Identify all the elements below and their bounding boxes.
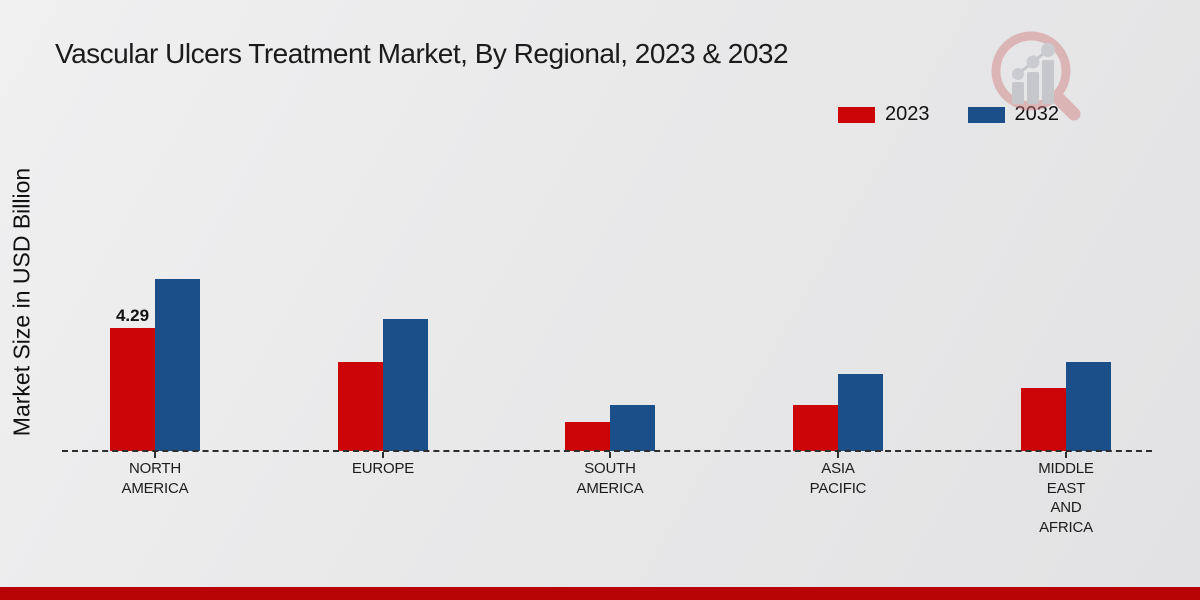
x-axis-line — [62, 450, 1152, 452]
bar-2032-middle-east-and-africa — [1066, 362, 1111, 451]
bar-chart-magnifier-logo-icon — [991, 31, 1081, 121]
bar-value-label: 4.29 — [115, 306, 150, 325]
bar-2023-north-america — [110, 328, 155, 451]
bar-2023-asia-pacific — [793, 405, 838, 451]
legend-item-2023: 2023 — [838, 103, 930, 126]
bottom-accent-bar — [0, 587, 1200, 600]
bar-2032-asia-pacific — [838, 374, 883, 451]
legend-label-2032: 2032 — [1014, 103, 1060, 125]
axis-tick — [609, 452, 611, 458]
axis-tick — [382, 452, 384, 458]
bar-2032-south-america — [610, 405, 655, 451]
legend-swatch-2023 — [838, 106, 875, 123]
legend-label-2023: 2023 — [885, 103, 930, 125]
category-label-north-america: NORTH AMERICA — [121, 460, 189, 497]
axis-tick — [1065, 452, 1067, 458]
bar-2032-europe — [383, 319, 428, 451]
bar-2023-europe — [338, 362, 383, 451]
category-label-middle-east-and-africa: MIDDLE EAST AND AFRICA — [1038, 460, 1094, 536]
axis-tick — [837, 452, 839, 458]
bar-2023-south-america — [565, 422, 610, 451]
chart-title: Vascular Ulcers Treatment Market, By Reg… — [55, 38, 789, 69]
category-label-south-america: SOUTH AMERICA — [576, 460, 644, 497]
bar-2023-middle-east-and-africa — [1021, 388, 1066, 451]
legend-item-2032: 2032 — [967, 103, 1060, 126]
axis-tick — [154, 452, 156, 458]
bar-2032-north-america — [155, 279, 200, 451]
category-label-asia-pacific: ASIA PACIFIC — [809, 460, 867, 497]
legend: 2023 2032 — [838, 103, 1059, 126]
category-label-europe: EUROPE — [351, 460, 415, 477]
legend-swatch-2032 — [967, 106, 1005, 123]
